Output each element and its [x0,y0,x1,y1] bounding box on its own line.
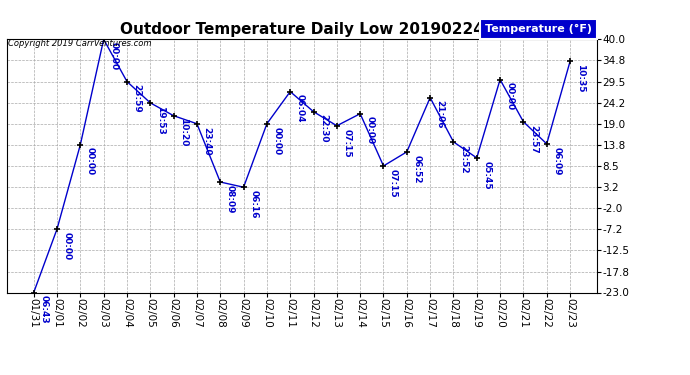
Text: 23:40: 23:40 [202,126,212,155]
Text: 00:00: 00:00 [366,117,375,145]
Text: 06:43: 06:43 [39,295,48,324]
Text: 00:00: 00:00 [63,232,72,260]
Text: 00:00: 00:00 [273,126,282,154]
Text: 21:06: 21:06 [435,100,444,129]
Text: 06:09: 06:09 [552,147,561,175]
Text: 07:15: 07:15 [389,169,398,197]
Text: 10:35: 10:35 [575,64,584,93]
Text: 08:09: 08:09 [226,185,235,213]
Text: 06:04: 06:04 [296,94,305,123]
Text: 10:20: 10:20 [179,118,188,147]
Text: 06:52: 06:52 [413,154,422,183]
Text: 23:57: 23:57 [529,124,538,153]
Text: Copyright 2019 CarrVentures.com: Copyright 2019 CarrVentures.com [8,39,152,48]
Text: 22:30: 22:30 [319,114,328,143]
Text: 00:00: 00:00 [86,147,95,176]
Text: 19:53: 19:53 [156,106,165,134]
Text: 05:45: 05:45 [482,160,491,189]
Text: 00:00: 00:00 [506,82,515,111]
Text: 23:59: 23:59 [132,84,141,113]
Text: 06:16: 06:16 [249,190,258,219]
Text: 07:15: 07:15 [342,129,351,157]
Text: 00:00: 00:00 [109,42,118,70]
Text: 23:52: 23:52 [459,145,468,173]
Title: Outdoor Temperature Daily Low 20190224: Outdoor Temperature Daily Low 20190224 [120,22,484,37]
Text: Temperature (°F): Temperature (°F) [484,24,592,34]
